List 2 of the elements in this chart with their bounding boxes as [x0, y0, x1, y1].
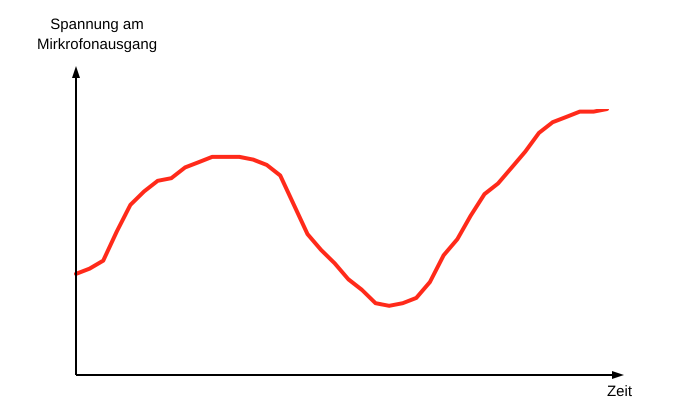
y-axis-title: Spannung am Mirkrofonausgang	[36, 16, 158, 53]
x-axis-title: Zeit	[607, 383, 633, 400]
